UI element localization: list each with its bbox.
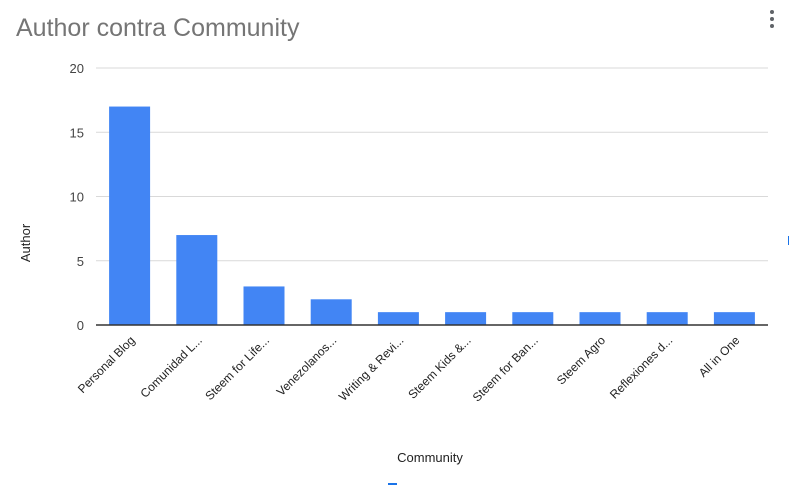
y-tick-label: 15 xyxy=(70,125,84,140)
x-axis-label: Community xyxy=(397,450,463,465)
y-tick-label: 10 xyxy=(70,190,84,205)
bar xyxy=(310,299,352,325)
bar xyxy=(579,312,621,325)
x-tick-label: Steem for Life... xyxy=(202,333,272,403)
bar xyxy=(646,312,688,325)
bar xyxy=(713,312,755,325)
menu-dot xyxy=(770,17,774,21)
y-tick-labels: 0 5 10 15 20 xyxy=(70,61,84,333)
x-tick-label: Venezolanos... xyxy=(274,333,340,399)
bar xyxy=(445,312,487,325)
bar xyxy=(512,312,554,325)
x-tick-label: Writing & Revi... xyxy=(336,333,407,404)
x-tick-labels: Personal Blog Comunidad L...Steem for Lif… xyxy=(75,333,743,404)
bar xyxy=(377,312,419,325)
bar xyxy=(243,286,285,325)
x-tick-label: Reflexiones d... xyxy=(607,333,675,401)
x-tick-label: Steem for Ban... xyxy=(470,333,541,404)
x-tick-label: Steem Agro xyxy=(554,333,608,387)
y-tick-label: 5 xyxy=(77,254,84,269)
y-tick-label: 0 xyxy=(77,318,84,333)
menu-dot xyxy=(770,10,774,14)
more-options-icon[interactable] xyxy=(762,6,782,32)
x-tick-label: All in One xyxy=(696,333,743,380)
bar xyxy=(176,235,218,325)
y-tick-label: 20 xyxy=(70,61,84,76)
x-tick-label: Steem Kids &... xyxy=(405,333,473,401)
bars xyxy=(109,106,755,325)
y-axis-label: Author xyxy=(18,223,33,262)
gridlines xyxy=(96,67,768,262)
chart-title: Author contra Community xyxy=(16,14,300,42)
bar xyxy=(109,106,151,325)
menu-dot xyxy=(770,24,774,28)
x-tick-label: Comunidad L... xyxy=(137,333,204,400)
edge-marker xyxy=(388,483,397,485)
x-tick-label: Personal Blog xyxy=(75,333,138,396)
